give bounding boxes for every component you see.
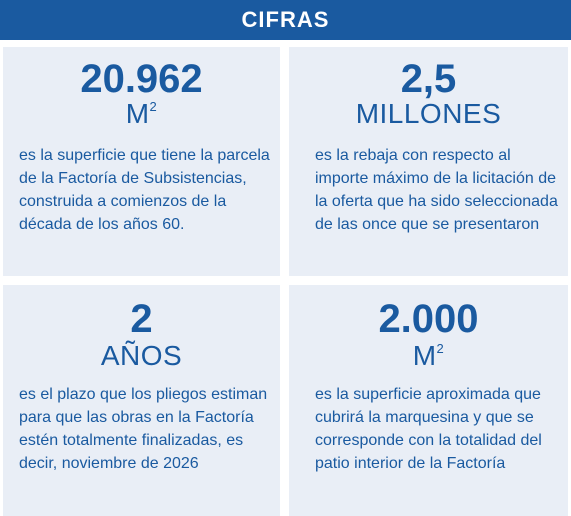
stat-unit: MILLONES [289, 99, 568, 129]
stat-description: es la superficie aproximada que cubrirá … [315, 386, 542, 472]
stat-unit-text: MILLONES [355, 98, 502, 129]
stat-value: 2,5 [400, 57, 457, 101]
stat-unit-text: M [412, 340, 437, 371]
stat-description: es la rebaja con respecto al importe máx… [315, 147, 558, 233]
stat-card-discount: 2,5 MILLONES es la rebaja con respecto a… [289, 47, 568, 276]
stat-value: 2.000 [378, 297, 479, 341]
stat-card-term: 2 AÑOS es el plazo que los pliegos estim… [3, 285, 280, 516]
stat-description: es el plazo que los pliegos estiman para… [19, 386, 268, 472]
stat-unit-superscript: 2 [436, 341, 445, 356]
section-title: CIFRAS [0, 0, 571, 40]
stat-unit-text: M [125, 98, 150, 129]
stat-description: es la superficie que tiene la parcela de… [19, 147, 270, 233]
stat-unit-superscript: 2 [149, 99, 158, 114]
stat-unit: AÑOS [3, 341, 280, 371]
stat-value: 20.962 [80, 57, 203, 101]
stat-card-canopy: 2.000 M2 es la superficie aproximada que… [289, 285, 568, 516]
stat-unit: M2 [3, 99, 280, 129]
stat-value: 2 [130, 297, 153, 341]
stat-unit: M2 [289, 341, 568, 371]
stat-unit-text: AÑOS [100, 340, 183, 371]
stat-card-surface: 20.962 M2 es la superficie que tiene la … [3, 47, 280, 276]
